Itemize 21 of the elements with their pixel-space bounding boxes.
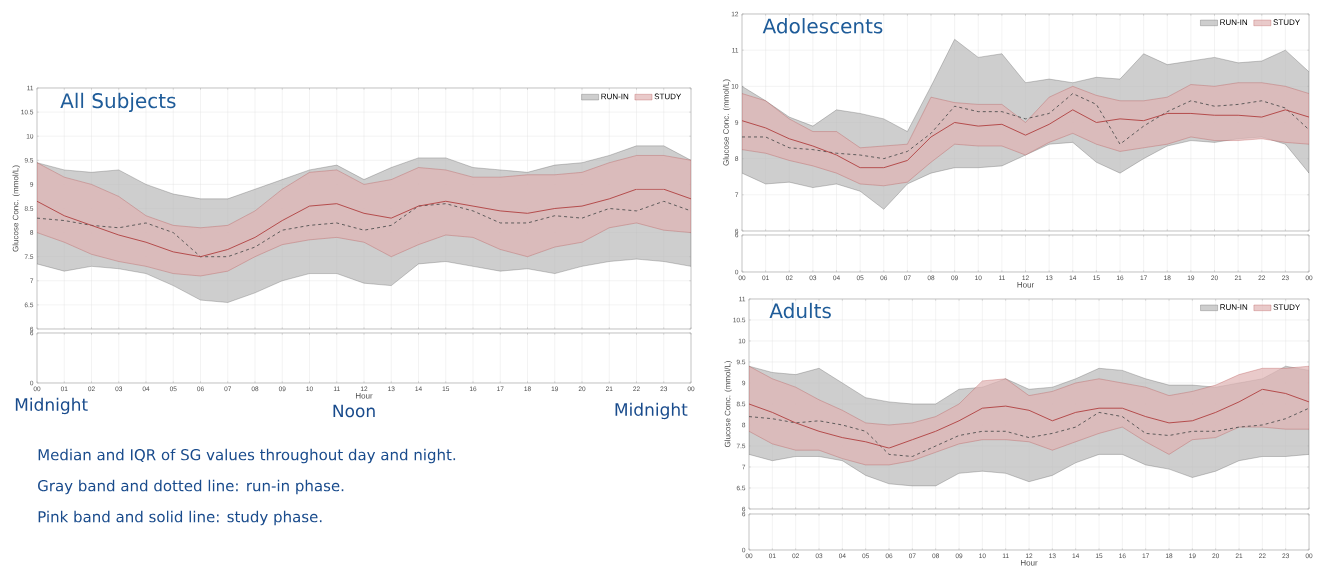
- text: Median and IQR of SG values throughout day and night.: [38, 448, 456, 464]
- y-axis-title: Glucose Conc. (mmol/L): [722, 79, 731, 166]
- text: Midnight: [615, 402, 688, 420]
- text: Midnight: [15, 397, 88, 415]
- chart-title: Adults: [769, 302, 831, 319]
- legend-label: STUDY: [1273, 304, 1301, 310]
- legend-label: STUDY: [1273, 19, 1300, 26]
- x-axis-title: Hour: [1021, 560, 1038, 566]
- text: Noon: [333, 404, 375, 418]
- y-axis-title: Glucose Conc. (mmol/L): [724, 361, 732, 448]
- legend-label: RUN-IN: [1220, 304, 1248, 310]
- x-axis-title: Hour: [1017, 281, 1035, 288]
- text: Pink band and solid line: study phase.: [38, 510, 322, 526]
- x-axis-title: Hour: [355, 393, 373, 399]
- chart-title: All Subjects: [60, 92, 176, 113]
- legend-label: STUDY: [654, 93, 682, 100]
- legend-label: RUN-IN: [1220, 19, 1248, 25]
- legend-label: RUN-IN: [601, 93, 629, 100]
- text: Gray band and dotted line: run-in phase.: [38, 479, 344, 495]
- y-axis-title: Glucose Conc. (mmol/L): [12, 165, 20, 252]
- chart-title: Adolescents: [762, 18, 883, 34]
